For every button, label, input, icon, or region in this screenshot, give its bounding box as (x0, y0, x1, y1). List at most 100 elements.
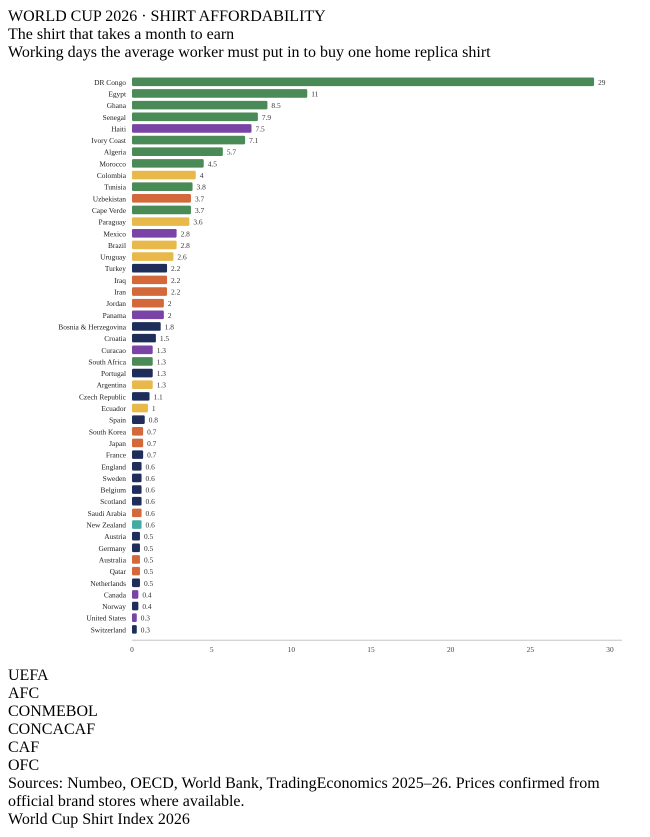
value-label: 1.3 (157, 369, 167, 378)
value-label: 2 (168, 311, 172, 320)
value-label: 1.3 (157, 381, 167, 390)
kicker: WORLD CUP 2026 · SHIRT AFFORDABILITY (8, 8, 326, 25)
category-label: Curacao (101, 346, 126, 355)
category-label: Argentina (97, 381, 127, 390)
value-label: 7.5 (256, 124, 266, 133)
bar (132, 473, 142, 483)
bar (132, 310, 164, 320)
bar (132, 298, 164, 308)
bar (132, 89, 308, 98)
bar (132, 578, 140, 588)
bar (132, 357, 153, 366)
value-label: 2.2 (171, 276, 181, 285)
bar (132, 322, 161, 331)
value-label: 0.5 (144, 544, 154, 553)
index-name: World Cup Shirt Index 2026 (8, 811, 190, 828)
category-label: Qatar (110, 567, 127, 576)
value-label: 0.5 (144, 567, 154, 576)
legend-item-ofc: OFC (8, 757, 642, 775)
category-label: South Africa (88, 357, 126, 366)
category-label: Uzbekistan (93, 194, 127, 203)
value-label: 4.5 (208, 159, 218, 168)
category-label: Algeria (104, 148, 127, 157)
bar (132, 124, 252, 133)
category-label: DR Congo (94, 78, 126, 87)
category-label: Norway (102, 602, 126, 611)
value-label: 3.7 (195, 206, 205, 215)
value-label: 1.8 (165, 322, 175, 331)
bar (132, 287, 168, 296)
bar (132, 613, 137, 623)
category-label: United States (86, 614, 126, 623)
x-axis-label: Working days needed to buy the national … (303, 661, 451, 662)
category-label: New Zealand (86, 521, 126, 530)
legend: UEFA AFC CONMEBOL CONCACAF CAF OFC (8, 667, 642, 775)
value-label: 0.3 (141, 614, 151, 623)
category-label: Mexico (103, 229, 126, 238)
bar (132, 345, 153, 355)
x-tick-label: 0 (130, 645, 134, 654)
x-tick-label: 5 (210, 645, 214, 654)
bar (132, 170, 196, 180)
bar (132, 531, 140, 541)
category-label: England (101, 462, 126, 471)
value-label: 1 (152, 404, 156, 413)
bar (132, 100, 268, 110)
category-label: Netherlands (90, 579, 126, 588)
bar (132, 601, 139, 611)
bar (132, 566, 140, 576)
legend-item-caf: CAF (8, 739, 642, 757)
legend-item-concacaf: CONCACAF (8, 721, 642, 739)
legend-label: CONMEBOL (8, 703, 98, 720)
bar (132, 159, 204, 168)
category-label: Switzerland (91, 625, 127, 634)
bar (132, 392, 150, 401)
category-label: Turkey (105, 264, 126, 273)
value-label: 0.8 (149, 416, 159, 425)
bar (132, 217, 190, 226)
value-label: 8.5 (271, 101, 281, 110)
value-label: 2.2 (171, 288, 181, 297)
category-label: Austria (104, 532, 126, 541)
bar (132, 135, 246, 145)
value-label: 3.8 (197, 183, 207, 192)
bar (132, 555, 140, 564)
x-tick-label: 15 (367, 645, 375, 654)
bar (132, 438, 144, 448)
value-label: 0.6 (146, 486, 156, 495)
category-label: Egypt (108, 89, 127, 98)
category-label: Spain (109, 416, 126, 425)
value-label: 0.7 (147, 451, 157, 460)
bar (132, 415, 145, 424)
value-label: 3.6 (193, 218, 203, 227)
category-label: Colombia (97, 171, 127, 180)
category-label: Scotland (100, 497, 126, 506)
category-label: Sweden (103, 474, 127, 483)
category-label: Uruguay (100, 253, 126, 262)
value-label: 0.3 (141, 625, 151, 634)
legend-label: CAF (8, 739, 40, 756)
bar (132, 403, 148, 413)
category-label: Brazil (108, 241, 126, 250)
value-label: 0.6 (146, 462, 156, 471)
bar (132, 205, 191, 215)
bar (132, 461, 142, 471)
bar-chart: DR Congo 29 Egypt 11 Ghana 8.5 Senegal 7.9 Haiti… (58, 77, 622, 670)
bar (132, 77, 595, 87)
value-label: 0.4 (142, 590, 152, 599)
bar (132, 380, 153, 390)
category-label: Ecuador (101, 404, 126, 413)
value-label: 0.7 (147, 427, 157, 436)
value-label: 1.1 (154, 392, 164, 401)
bar (132, 625, 137, 634)
bar (132, 496, 142, 506)
bar (132, 427, 144, 436)
value-label: 11 (311, 89, 318, 98)
value-label: 0.4 (142, 602, 152, 611)
legend-label: AFC (8, 685, 40, 702)
value-label: 7.9 (262, 113, 272, 122)
bar (132, 368, 153, 378)
legend-label: OFC (8, 757, 40, 774)
subtitle: Working days the average worker must put… (8, 44, 491, 61)
x-tick-label: 10 (288, 645, 296, 654)
